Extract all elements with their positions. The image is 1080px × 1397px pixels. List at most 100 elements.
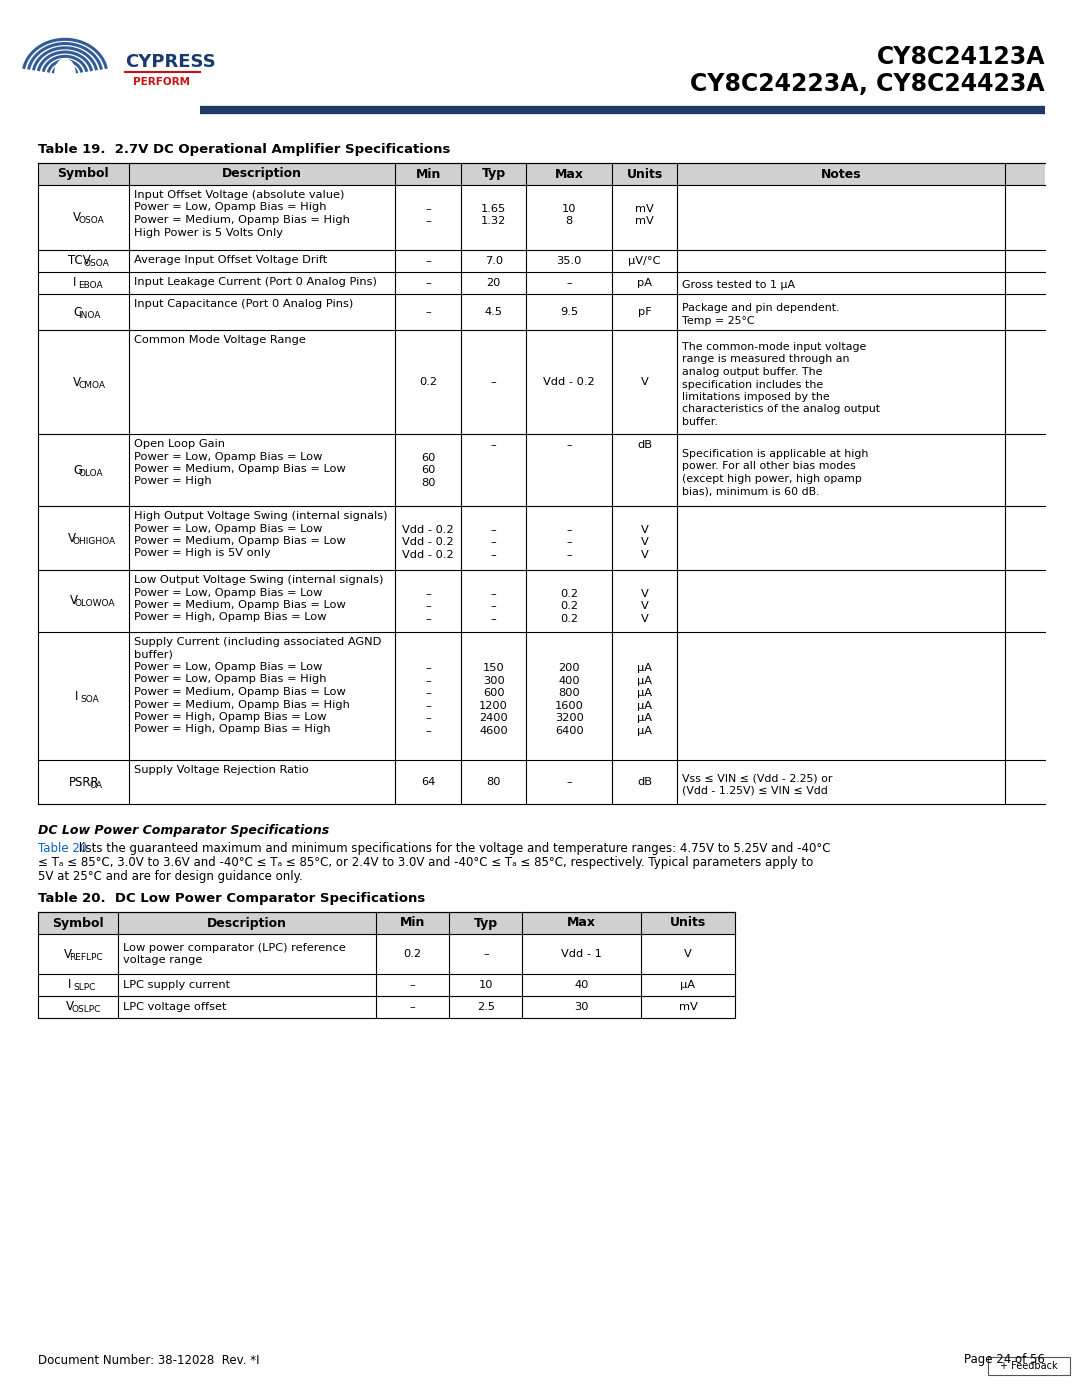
Text: Supply Current (including associated AGND: Supply Current (including associated AGN… xyxy=(134,637,381,647)
Text: Common Mode Voltage Range: Common Mode Voltage Range xyxy=(134,335,306,345)
Text: lists the guaranteed maximum and minimum specifications for the voltage and temp: lists the guaranteed maximum and minimum… xyxy=(76,842,831,855)
Text: 60: 60 xyxy=(421,453,435,462)
Text: V: V xyxy=(640,613,649,623)
Text: OLOWOA: OLOWOA xyxy=(75,599,116,609)
Text: Supply Voltage Rejection Ratio: Supply Voltage Rejection Ratio xyxy=(134,766,309,775)
Text: OSLPC: OSLPC xyxy=(71,1006,100,1014)
Text: 0.2: 0.2 xyxy=(419,377,437,387)
Text: 20: 20 xyxy=(486,278,501,288)
Text: –: – xyxy=(483,949,488,958)
Text: V: V xyxy=(640,377,649,387)
Text: Power = High, Opamp Bias = Low: Power = High, Opamp Bias = Low xyxy=(134,712,326,722)
Text: 40: 40 xyxy=(575,981,589,990)
Text: –: – xyxy=(426,217,431,226)
Text: CMOA: CMOA xyxy=(79,380,106,390)
Text: Power = High, Opamp Bias = High: Power = High, Opamp Bias = High xyxy=(134,725,330,735)
Text: –: – xyxy=(426,601,431,612)
Text: 10: 10 xyxy=(478,981,494,990)
Text: Open Loop Gain: Open Loop Gain xyxy=(134,439,225,448)
Text: V: V xyxy=(640,601,649,612)
Text: Input Leakage Current (Port 0 Analog Pins): Input Leakage Current (Port 0 Analog Pin… xyxy=(134,277,377,286)
Text: limitations imposed by the: limitations imposed by the xyxy=(683,393,831,402)
Text: 5V at 25°C and are for design guidance only.: 5V at 25°C and are for design guidance o… xyxy=(38,870,302,883)
Bar xyxy=(38,163,1045,184)
Text: Vdd - 0.2: Vdd - 0.2 xyxy=(403,538,454,548)
Text: Min: Min xyxy=(416,168,441,180)
Text: Typ: Typ xyxy=(474,916,498,929)
Text: Power = Medium, Opamp Bias = Low: Power = Medium, Opamp Bias = Low xyxy=(134,687,346,697)
Text: Symbol: Symbol xyxy=(52,916,104,929)
Text: I: I xyxy=(68,978,71,992)
Text: dB: dB xyxy=(637,777,652,787)
Text: Typ: Typ xyxy=(482,168,505,180)
Text: Table 20.  DC Low Power Comparator Specifications: Table 20. DC Low Power Comparator Specif… xyxy=(38,893,426,905)
Text: Units: Units xyxy=(626,168,663,180)
Text: Specification is applicable at high: Specification is applicable at high xyxy=(683,448,868,458)
Text: dB: dB xyxy=(637,440,652,450)
Text: V: V xyxy=(684,949,692,958)
Text: Page 24 of 56: Page 24 of 56 xyxy=(964,1354,1045,1366)
Text: Temp = 25°C: Temp = 25°C xyxy=(683,316,755,326)
Text: V: V xyxy=(640,550,649,560)
Text: bias), minimum is 60 dB.: bias), minimum is 60 dB. xyxy=(683,486,820,496)
Text: 30: 30 xyxy=(575,1002,589,1011)
Text: –: – xyxy=(566,525,572,535)
Text: Power = Low, Opamp Bias = Low: Power = Low, Opamp Bias = Low xyxy=(134,524,322,534)
Text: 0.2: 0.2 xyxy=(561,613,578,623)
Text: specification includes the: specification includes the xyxy=(683,380,824,390)
Text: 4.5: 4.5 xyxy=(485,307,502,317)
Text: –: – xyxy=(426,689,431,698)
Text: OLOA: OLOA xyxy=(79,468,103,478)
Bar xyxy=(38,912,735,935)
Text: characteristics of the analog output: characteristics of the analog output xyxy=(683,405,880,415)
Text: –: – xyxy=(490,525,497,535)
Text: 64: 64 xyxy=(421,777,435,787)
Text: Vss ≤ VIN ≤ (Vdd - 2.25) or: Vss ≤ VIN ≤ (Vdd - 2.25) or xyxy=(683,774,833,784)
Text: analog output buffer. The: analog output buffer. The xyxy=(683,367,823,377)
Text: 7.0: 7.0 xyxy=(485,256,502,265)
Text: –: – xyxy=(566,440,572,450)
Text: The common-mode input voltage: The common-mode input voltage xyxy=(683,342,867,352)
Text: V: V xyxy=(69,595,78,608)
Text: OSOA: OSOA xyxy=(79,217,104,225)
Text: V: V xyxy=(68,531,76,545)
Text: (except high power, high opamp: (except high power, high opamp xyxy=(683,474,862,483)
Text: range is measured through an: range is measured through an xyxy=(683,355,850,365)
Text: V: V xyxy=(64,947,72,961)
Text: –: – xyxy=(426,664,431,673)
Text: 600: 600 xyxy=(483,689,504,698)
Text: –: – xyxy=(426,714,431,724)
Text: Vdd - 0.2: Vdd - 0.2 xyxy=(543,377,595,387)
Text: CYPRESS: CYPRESS xyxy=(125,53,216,71)
Text: 150: 150 xyxy=(483,664,504,673)
Text: EBOA: EBOA xyxy=(79,282,103,291)
Text: REFLPC: REFLPC xyxy=(69,953,103,961)
Text: Max: Max xyxy=(555,168,583,180)
Text: Notes: Notes xyxy=(821,168,862,180)
Text: 2.5: 2.5 xyxy=(477,1002,495,1011)
Text: Low Output Voltage Swing (internal signals): Low Output Voltage Swing (internal signa… xyxy=(134,576,383,585)
Text: Document Number: 38-12028  Rev. *I: Document Number: 38-12028 Rev. *I xyxy=(38,1354,259,1366)
Text: 10: 10 xyxy=(562,204,577,214)
Text: μA: μA xyxy=(637,701,652,711)
Text: –: – xyxy=(426,726,431,736)
Text: –: – xyxy=(426,701,431,711)
Text: buffer): buffer) xyxy=(134,650,173,659)
Text: 400: 400 xyxy=(558,676,580,686)
Text: OHIGHOA: OHIGHOA xyxy=(72,536,116,545)
Text: V: V xyxy=(640,588,649,599)
Text: Units: Units xyxy=(670,916,706,929)
Text: –: – xyxy=(426,204,431,214)
Text: Min: Min xyxy=(400,916,426,929)
Text: + Feedback: + Feedback xyxy=(1000,1361,1057,1370)
Text: LPC voltage offset: LPC voltage offset xyxy=(123,1002,227,1011)
Ellipse shape xyxy=(55,59,75,87)
Text: PERFORM: PERFORM xyxy=(133,77,190,87)
Text: Power = Low, Opamp Bias = Low: Power = Low, Opamp Bias = Low xyxy=(134,451,322,461)
Text: V: V xyxy=(73,211,81,224)
Text: –: – xyxy=(426,256,431,265)
Text: Vdd - 0.2: Vdd - 0.2 xyxy=(403,525,454,535)
Text: –: – xyxy=(490,601,497,612)
Text: –: – xyxy=(426,613,431,623)
Text: Table 20: Table 20 xyxy=(38,842,87,855)
